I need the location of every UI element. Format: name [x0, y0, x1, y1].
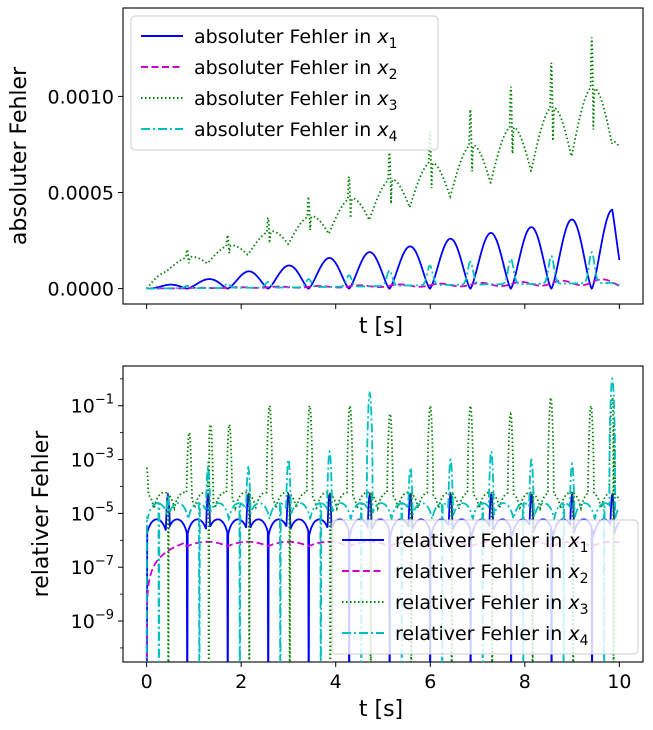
y-tick-label: 10−1 — [71, 393, 114, 418]
legend-box — [331, 519, 639, 655]
plot-frame — [122, 7, 644, 305]
legend-label: relativer Fehler in x4 — [395, 623, 589, 649]
series-line — [145, 376, 621, 662]
x-axis-label: t [s] — [359, 697, 403, 722]
x-tick-label: 10 — [607, 671, 631, 693]
series-line — [145, 395, 621, 662]
plot-frame — [122, 365, 644, 663]
y-tick-label: 10−3 — [71, 447, 114, 472]
relative-error-chart: 10−9 10−7 10−5 10−3 10−1 0 2 4 6 8 10 t [s] relative… — [29, 365, 644, 722]
legend-label: absoluter Fehler in x2 — [194, 57, 398, 83]
x-axis-label: t [s] — [359, 314, 403, 339]
legend-label: absoluter Fehler in x3 — [194, 88, 398, 114]
y-axis-label: absoluter Fehler — [7, 66, 32, 245]
series-group — [145, 37, 621, 290]
x-tick-label: 0 — [141, 671, 153, 693]
legend: absoluter Fehler in x1 absoluter Fehler i… — [130, 15, 439, 151]
y-tick-label: 0.0005 — [48, 183, 114, 205]
y-tick-label: 10−7 — [71, 554, 114, 579]
series-line — [146, 251, 620, 290]
legend-label: relativer Fehler in x2 — [395, 561, 589, 587]
absolute-error-chart: 0.0000 0.0005 0.0010 t [s] absoluter Fehler a… — [7, 7, 644, 339]
y-tick-label: 10−9 — [71, 608, 114, 633]
legend-box — [130, 15, 439, 151]
legend: relativer Fehler in x1 relativer Fehler i… — [331, 519, 639, 655]
legend-label: absoluter Fehler in x4 — [194, 119, 398, 145]
legend-label: relativer Fehler in x1 — [395, 530, 589, 556]
y-axis-label: relativer Fehler — [29, 430, 54, 598]
x-tick-label: 4 — [330, 671, 342, 693]
legend-label: absoluter Fehler in x1 — [194, 26, 398, 52]
x-tick-label: 2 — [235, 671, 247, 693]
legend-label: relativer Fehler in x3 — [395, 592, 589, 618]
y-tick-label: 0.0000 — [48, 279, 114, 301]
y-tick-label: 10−5 — [71, 500, 114, 525]
y-tick-label: 0.0010 — [48, 86, 114, 108]
x-tick-label: 6 — [424, 671, 436, 693]
series-line — [146, 278, 620, 290]
x-tick-label: 8 — [519, 671, 531, 693]
series-line — [146, 208, 621, 290]
